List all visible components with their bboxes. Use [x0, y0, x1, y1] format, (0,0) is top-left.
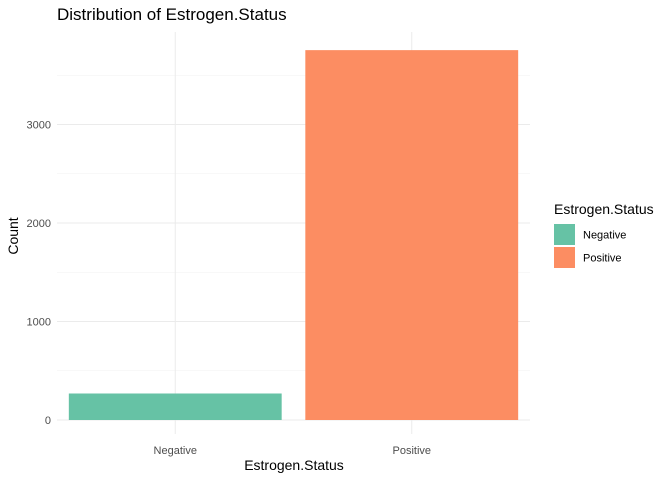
legend-label-positive: Positive: [583, 253, 622, 265]
x-axis-title: Estrogen.Status: [244, 457, 344, 473]
y-tick-label: 2000: [27, 218, 51, 230]
y-axis-ticks: 0 1000 2000 3000: [27, 120, 51, 428]
chart-title: Distribution of Estrogen.Status: [57, 5, 287, 24]
legend-label-negative: Negative: [583, 230, 626, 242]
x-tick-label: Positive: [392, 445, 431, 457]
legend-title: Estrogen.Status: [554, 201, 654, 217]
y-tick-label: 0: [45, 415, 51, 427]
y-tick-label: 3000: [27, 120, 51, 132]
bar-positive: [305, 50, 519, 420]
x-axis-ticks: Negative Positive: [154, 445, 431, 457]
bars: [68, 50, 519, 420]
bar-negative: [68, 393, 282, 420]
legend-swatch-positive: [554, 247, 575, 268]
y-axis-title: Count: [5, 217, 21, 254]
legend: Estrogen.Status Negative Positive: [554, 201, 654, 268]
legend-swatch-negative: [554, 224, 575, 245]
y-tick-label: 1000: [27, 317, 51, 329]
x-tick-label: Negative: [154, 445, 197, 457]
